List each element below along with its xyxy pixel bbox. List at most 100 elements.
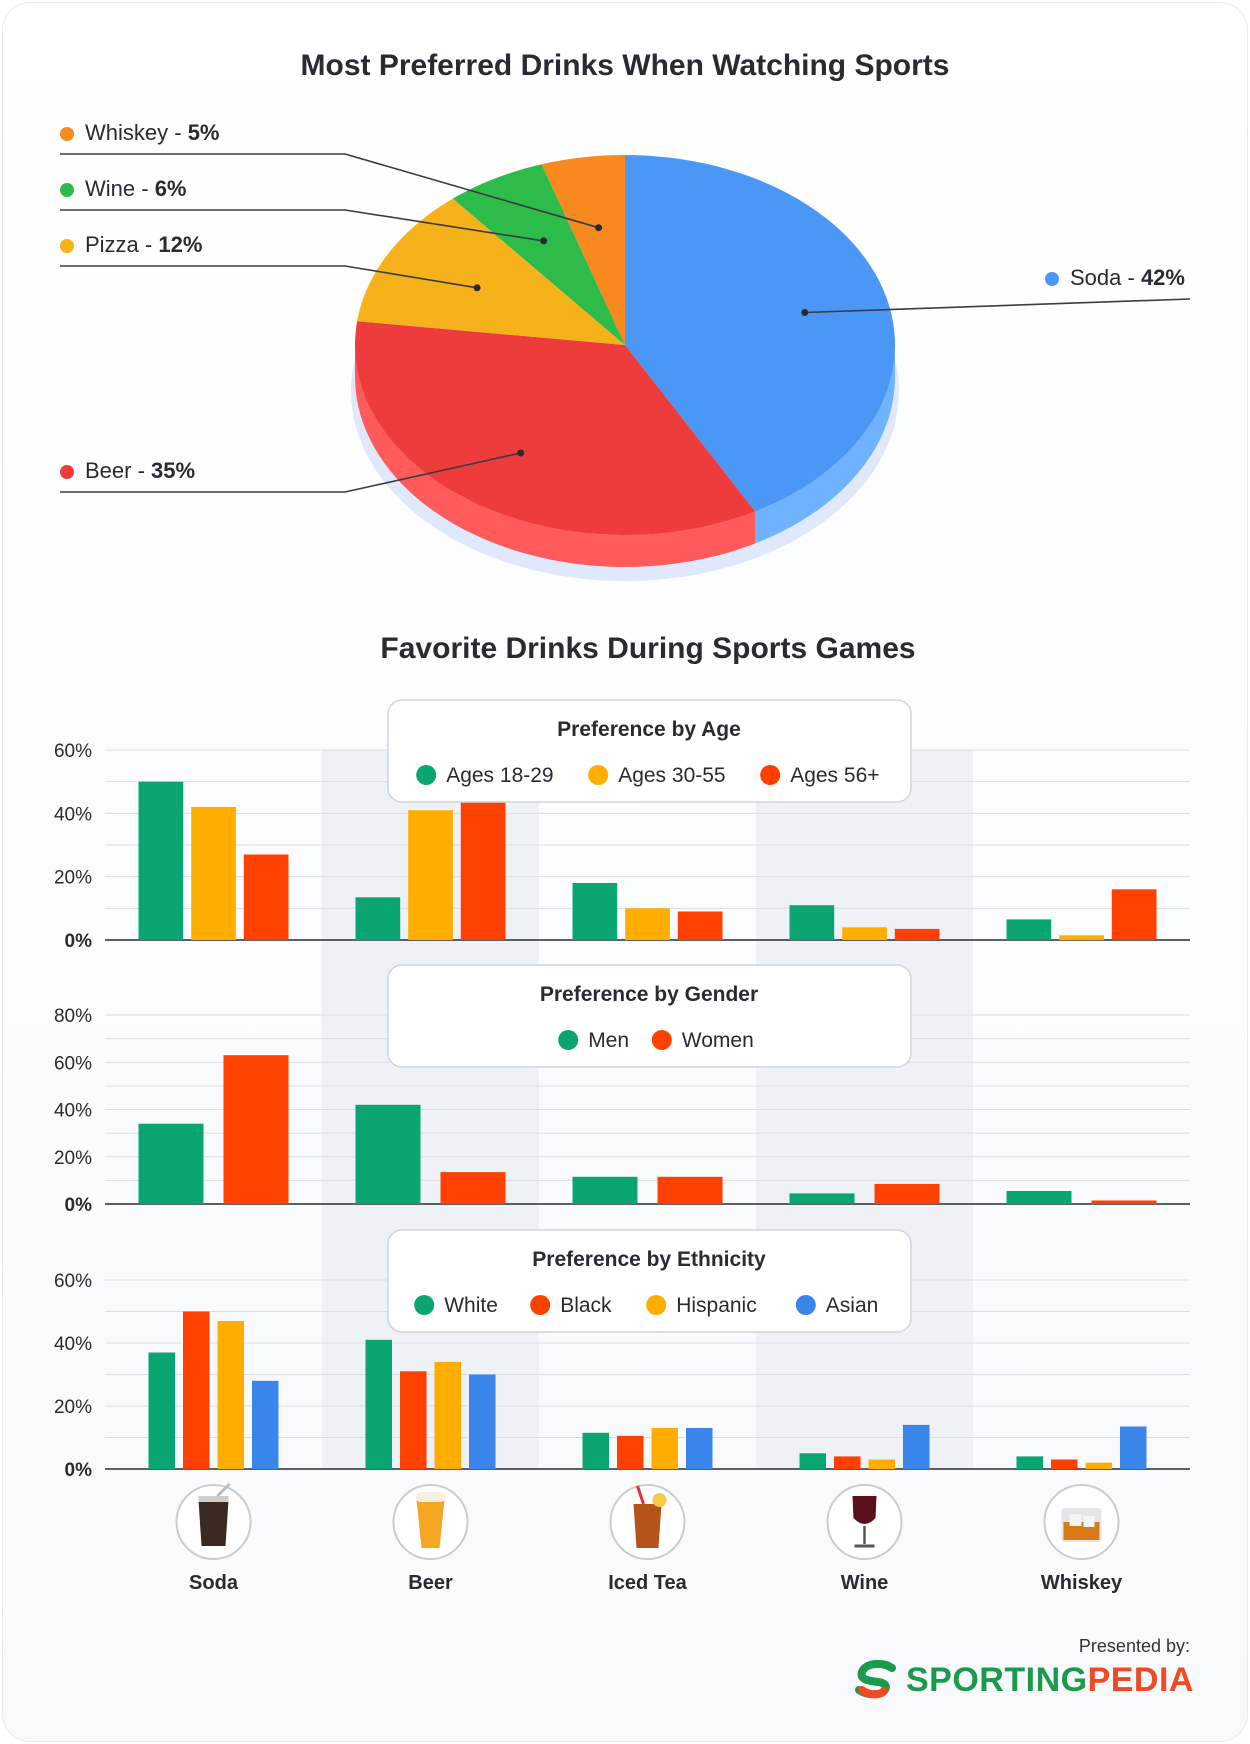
category-label-iced-tea: Iced Tea (608, 1572, 687, 1594)
bar-whiskey-black (1051, 1459, 1078, 1469)
bar-wine-white (799, 1453, 826, 1470)
tea-lemon (652, 1493, 667, 1507)
y-tick-label: 0% (65, 1195, 93, 1216)
bar-beer-ages-56 (460, 800, 506, 940)
pie-label-wine: Wine - 6% (60, 176, 548, 245)
bar-iced-tea-white (582, 1432, 609, 1469)
pie-slice-beer (355, 321, 756, 535)
bar-iced-tea-ages-56 (677, 911, 723, 940)
y-tick-label: 40% (54, 1101, 92, 1122)
legend-dot-black (530, 1295, 551, 1315)
bar-beer-ages-30-55 (408, 810, 453, 940)
bar-whiskey-asian (1120, 1426, 1147, 1469)
pie-leader-line (804, 298, 1191, 314)
bar-wine-black (834, 1456, 861, 1469)
pie-slice-wine (452, 164, 625, 345)
bar-iced-tea-ages-30-55 (625, 908, 670, 940)
y-tick-label: 20% (54, 1148, 92, 1169)
legend-preference-by-gender: Preference by Gender Men Women (387, 964, 912, 1068)
bar-whiskey-ages-18-29 (1006, 919, 1052, 940)
legend-dot-hispanic (646, 1295, 667, 1315)
bar-wine-ages-18-29 (789, 905, 835, 940)
bar-whiskey-ages-30-55 (1059, 935, 1104, 941)
pie-side-beer (355, 345, 756, 567)
legend-label-ages-30-55: Ages 30-55 (618, 764, 725, 787)
bar-iced-tea-men (572, 1176, 638, 1204)
pie-label-text: Beer - 35% (85, 458, 195, 483)
legend-box (387, 964, 912, 1068)
legend-label-black: Black (560, 1294, 612, 1317)
legend-title: Preference by Ethnicity (532, 1248, 766, 1271)
legend-label-men: Men (588, 1029, 629, 1052)
bar-wine-men (789, 1193, 855, 1204)
bar-beer-black (400, 1371, 427, 1469)
y-tick-label: 40% (54, 1334, 92, 1355)
bar-soda-ages-30-55 (191, 807, 236, 940)
pie-label-soda: Soda - 42% (801, 265, 1191, 316)
bar-soda-ages-56 (243, 854, 289, 940)
bar-charts-title: Favorite Drinks During Sports Games (380, 632, 915, 665)
bar-beer-ages-18-29 (355, 897, 401, 941)
legend-title: Preference by Age (557, 718, 741, 741)
bar-soda-black (183, 1311, 210, 1469)
legend-label-ages-56: Ages 56+ (790, 764, 879, 787)
legend-dot-men (558, 1030, 579, 1050)
category-label-soda: Soda (189, 1572, 239, 1594)
legend-label-hispanic: Hispanic (676, 1294, 757, 1317)
bar-iced-tea-ages-18-29 (572, 883, 618, 940)
bar-beer-men (355, 1104, 421, 1204)
pie-label-text: Wine - 6% (85, 176, 186, 201)
legend-title: Preference by Gender (540, 983, 758, 1006)
bar-soda-men (138, 1123, 204, 1204)
category-label-wine: Wine (841, 1572, 889, 1594)
bar-soda-women (223, 1055, 289, 1204)
pie-legend-dot (1045, 272, 1059, 286)
y-tick-label: 60% (54, 741, 92, 762)
tea-straw (636, 1485, 645, 1505)
sportingpedia-logo: SPORTINGPEDIA (854, 1660, 1194, 1700)
pie-leader-dot (473, 284, 481, 292)
pie-label-text: Pizza - 12% (85, 232, 202, 257)
tea-liquid (633, 1504, 662, 1548)
bar-panel-preference-by-gender: 0% 20% 40% 60% 80% (54, 1006, 1190, 1216)
sportingpedia-logo-icon (855, 1660, 896, 1699)
bar-beer-hispanic (434, 1361, 461, 1469)
y-tick-label: 0% (65, 1460, 93, 1481)
legend-label-women: Women (682, 1029, 754, 1052)
legend-label-asian: Asian (826, 1294, 879, 1317)
iced-tea-glass-icon (609, 1484, 686, 1560)
y-tick-label: 60% (54, 1271, 92, 1292)
bar-whiskey-hispanic (1085, 1462, 1112, 1469)
pie-chart-title: Most Preferred Drinks When Watching Spor… (301, 49, 950, 82)
wine-glass-icon (826, 1484, 903, 1560)
bar-whiskey-ages-56 (1111, 889, 1157, 940)
legend-dot-women (651, 1030, 672, 1050)
y-tick-label: 20% (54, 868, 92, 889)
pie-leader-line (60, 452, 521, 493)
wine-bowl (852, 1496, 877, 1524)
legend-dot-asian (795, 1295, 816, 1315)
bar-panel-preference-by-age: 0% 20% 40% 60% (54, 741, 1190, 952)
legend-dot-ages-30-55 (588, 765, 609, 785)
bar-soda-asian (252, 1380, 279, 1469)
bar-whiskey-men (1006, 1191, 1072, 1204)
y-tick-label: 40% (54, 804, 92, 825)
bar-soda-hispanic (217, 1321, 244, 1469)
pie-slice-pizza (357, 198, 625, 345)
brand-sporting: SPORTING (906, 1660, 1088, 1699)
bar-beer-asian (469, 1374, 496, 1469)
brand-pedia: PEDIA (1087, 1660, 1194, 1699)
legend-label-ages-18-29: Ages 18-29 (446, 764, 553, 787)
pie-legend-dot (60, 465, 74, 479)
pie-slice-whiskey (541, 155, 625, 345)
soda-straw (216, 1482, 231, 1498)
legend-dot-ages-56 (760, 765, 781, 785)
bar-soda-ages-18-29 (138, 781, 184, 940)
bar-panel-preference-by-ethnicity: 0% 20% 40% 60% (54, 1271, 1190, 1481)
bar-wine-ages-56 (894, 928, 940, 940)
bar-iced-tea-asian (686, 1428, 713, 1469)
pie-leader-dot (801, 309, 809, 316)
